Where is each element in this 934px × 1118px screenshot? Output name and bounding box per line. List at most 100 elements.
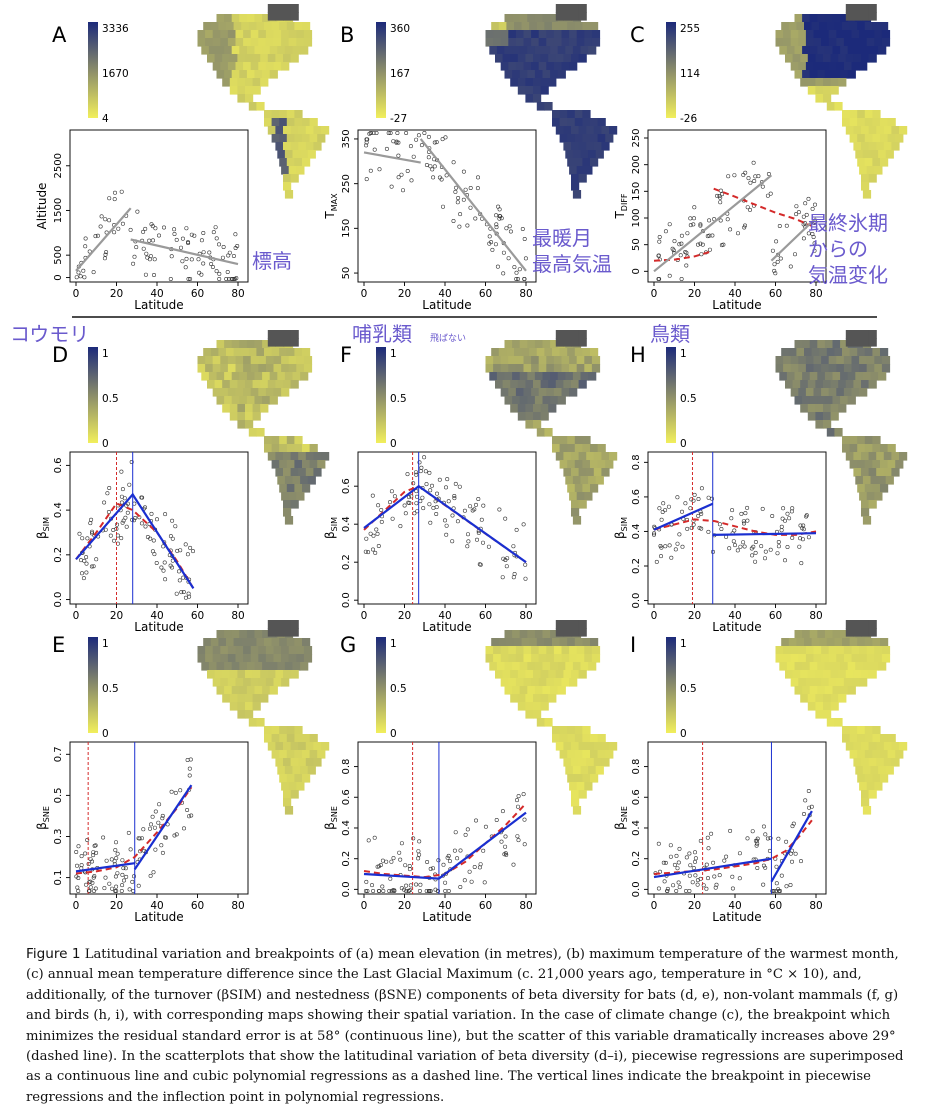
map-cell [561,62,570,71]
map-cell [277,372,286,381]
map-cell [303,654,313,663]
map-cell [279,460,288,469]
map-cell [517,54,526,63]
map-cell [830,54,839,63]
data-point [468,504,473,509]
data-point [699,511,704,516]
map-cell [294,110,303,119]
map-cell [788,638,797,647]
map-cell [586,468,595,477]
map-cell [823,94,832,103]
data-point [651,532,656,537]
data-point [159,843,164,848]
map-cell [842,118,851,127]
map-cell [578,620,587,629]
data-point [102,886,107,891]
map-cell [851,678,860,687]
map-cell [555,670,564,679]
data-point [416,133,421,138]
map-cell [224,372,233,381]
data-point [112,538,117,543]
map-cell [571,126,580,135]
x-tick-label: 20 [398,900,411,912]
map-cell [868,628,877,637]
color-scale-bar [88,637,98,733]
scale-label: -27 [390,113,407,125]
y-tick-label: 50 [631,238,642,251]
map-cell [218,638,227,647]
data-point [444,532,449,537]
map-cell [288,38,297,47]
data-point [763,556,768,561]
data-point [407,495,412,500]
data-point [376,503,381,508]
scale-label: 0 [680,438,687,450]
data-point [763,865,768,870]
map-cell [246,372,256,381]
data-point [431,505,436,510]
data-point [217,242,222,247]
map-cell [849,638,858,647]
data-point [149,222,154,227]
data-point [82,275,87,280]
data-point [515,834,520,839]
data-point [201,250,206,255]
map-cell [290,54,299,63]
map-cell [508,30,517,39]
map-cell [855,372,864,381]
scale-label: 114 [680,68,700,80]
data-point [82,558,87,563]
map-cell [813,654,822,663]
data-point [160,850,165,855]
map-cell [788,348,797,357]
map-cell [807,670,816,679]
map-cell [533,380,542,389]
map-cell [229,412,238,421]
map-cell [231,372,240,381]
data-point [411,836,416,841]
data-point [707,233,712,238]
map-cell [861,508,870,517]
data-point [141,229,146,234]
map-cell [283,182,292,191]
map-cell [597,750,606,759]
data-point [743,223,748,228]
map-cell [584,364,593,373]
map-cell [197,38,206,47]
data-point [389,859,394,864]
map-cell [267,380,276,389]
map-cell [529,638,538,647]
data-point [772,888,777,893]
y-tick-label: 250 [341,174,352,193]
map-cell [258,38,267,47]
map-cell [899,452,908,461]
map-cell [868,4,877,13]
map-cell [567,734,576,743]
data-point [419,143,424,148]
data-point [659,517,664,522]
map-cell [229,86,238,95]
map-cell [836,388,845,397]
map-cell [265,30,275,39]
map-cell [880,774,889,783]
y-tick-label: 0.2 [341,851,352,867]
map-cell [861,620,870,629]
map-cell [523,356,532,365]
data-point [417,852,422,857]
map-cell [775,646,784,655]
map-cell [550,396,559,405]
map-cell [298,452,307,461]
y-tick-label: 0.6 [631,789,642,805]
map-cell [569,782,578,791]
color-scale-bar [376,22,386,118]
data-point [753,550,758,555]
data-point [463,187,468,192]
data-point [159,565,164,570]
map-cell [243,62,252,71]
map-cell [523,364,532,373]
map-cell [569,654,578,663]
data-point [763,832,768,837]
map-cell [609,742,618,751]
map-cell [880,460,889,469]
data-point [482,880,487,885]
